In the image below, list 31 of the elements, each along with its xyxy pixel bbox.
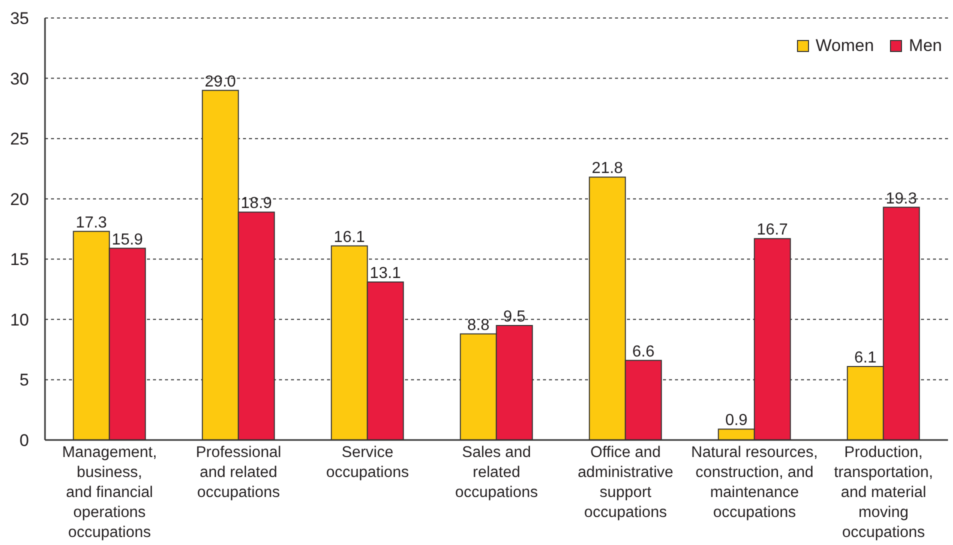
x-tick-label: Office and administrative support occupations [578,444,674,521]
data-label: 16.7 [756,222,788,239]
legend-label: Women [816,36,874,56]
y-tick-label: 25 [10,130,29,149]
y-tick-label: 5 [20,370,29,390]
data-label: 13.1 [370,265,402,282]
x-tick-label: Management, business, and financial operations occupations [62,444,157,541]
data-label: 0.9 [725,412,748,430]
legend-label: Men [908,36,942,56]
data-label: 15.9 [112,231,144,248]
y-tick-label: 20 [10,190,29,209]
data-label: 8.8 [467,316,490,334]
data-label: 16.1 [334,228,366,246]
data-label: 19.3 [886,190,918,208]
data-label: 9.5 [503,308,526,326]
y-tick-label: 15 [10,250,29,270]
y-tick-label: 35 [10,9,29,28]
data-label: 6.6 [632,343,655,360]
x-tick-label: Natural resources, construction, and maintenance occupations [691,444,818,521]
x-tick-label: Production, transportation, and material moving occupations [834,444,934,541]
x-tick-label: Sales and related occupations [455,444,538,501]
x-tick-label: Professional and related occupations [196,444,282,501]
x-tick-label: Service occupations [326,444,410,481]
y-tick-label: 10 [10,310,29,330]
data-label: 21.8 [592,160,624,178]
y-tick-label: 0 [20,431,29,450]
data-label: 18.9 [240,195,272,212]
data-label: 6.1 [854,349,877,366]
data-label: 17.3 [76,214,108,232]
data-label: 29.0 [204,73,236,90]
y-tick-label: 30 [10,69,29,88]
